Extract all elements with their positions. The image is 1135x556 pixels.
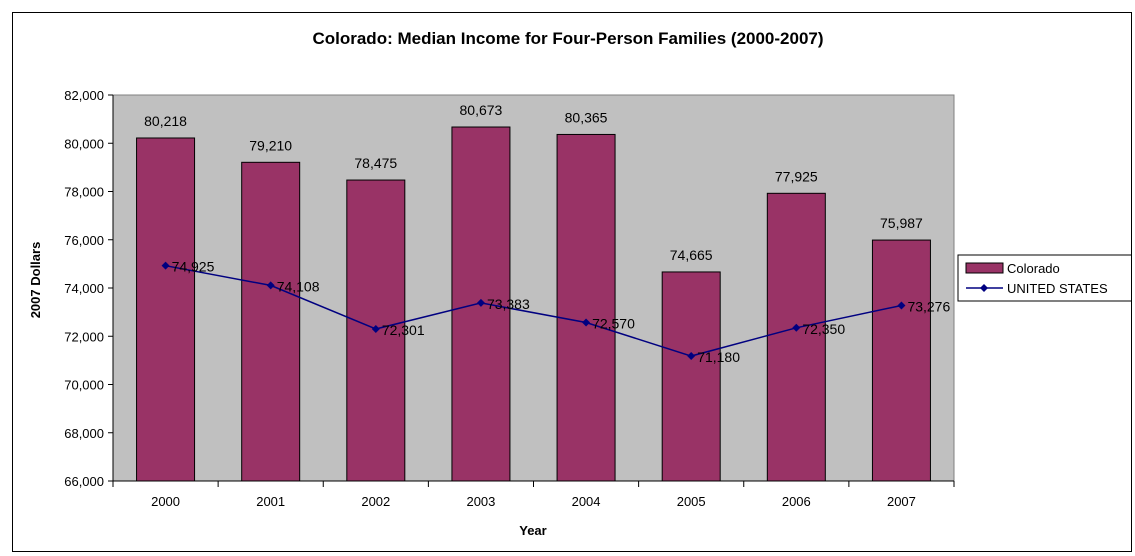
y-tick-label: 78,000 xyxy=(64,185,104,200)
line-data-label: 72,301 xyxy=(382,322,425,338)
line-data-label: 73,276 xyxy=(907,298,950,314)
plot-area xyxy=(112,94,955,482)
bar-data-label: 78,475 xyxy=(354,155,397,171)
legend-label-colorado: Colorado xyxy=(1007,261,1060,276)
bar-data-label: 80,218 xyxy=(144,113,187,129)
y-tick-label: 72,000 xyxy=(64,329,104,344)
x-tick-label: 2001 xyxy=(256,494,285,509)
line-data-label: 74,108 xyxy=(277,278,320,294)
line-data-label: 73,383 xyxy=(487,296,530,312)
line-data-label: 74,925 xyxy=(172,259,215,275)
y-tick-label: 80,000 xyxy=(64,136,104,151)
x-tick-label: 2004 xyxy=(572,494,601,509)
bar-data-label: 80,365 xyxy=(565,109,608,125)
x-axis-title: Year xyxy=(519,523,546,538)
x-tick-label: 2002 xyxy=(361,494,390,509)
bar-data-label: 74,665 xyxy=(670,247,713,263)
bar-colorado xyxy=(871,239,931,482)
chart-svg: Colorado: Median Income for Four-Person … xyxy=(28,29,1134,538)
line-marker xyxy=(792,323,801,332)
line-marker xyxy=(161,261,170,270)
bar-colorado xyxy=(766,192,826,482)
bar-colorado xyxy=(136,137,196,482)
line-marker xyxy=(371,324,380,333)
chart-frame: Colorado: Median Income for Four-Person … xyxy=(12,12,1134,552)
bar-colorado xyxy=(556,133,616,482)
x-tick-label: 2005 xyxy=(677,494,706,509)
bar-data-label: 80,673 xyxy=(460,102,503,118)
x-tick-label: 2000 xyxy=(151,494,180,509)
legend-label-united-states: UNITED STATES xyxy=(1007,281,1108,296)
line-data-label: 72,570 xyxy=(592,315,635,331)
x-tick-label: 2007 xyxy=(887,494,916,509)
line-marker xyxy=(582,318,591,327)
chart-title: Colorado: Median Income for Four-Person … xyxy=(312,29,823,48)
x-tick-label: 2003 xyxy=(466,494,495,509)
x-tick-label: 2006 xyxy=(782,494,811,509)
line-marker xyxy=(687,352,696,361)
bar-data-label: 79,210 xyxy=(249,137,292,153)
bar-colorado xyxy=(661,271,721,482)
line-united-states xyxy=(165,264,902,357)
bar-data-label: 75,987 xyxy=(880,215,923,231)
line-data-label: 72,350 xyxy=(802,321,845,337)
bar-data-label: 77,925 xyxy=(775,168,818,184)
line-marker xyxy=(476,298,485,307)
y-tick-label: 74,000 xyxy=(64,281,104,296)
y-tick-label: 68,000 xyxy=(64,426,104,441)
legend: Colorado UNITED STATES xyxy=(957,254,1134,302)
legend-marker-united-states xyxy=(980,284,988,292)
bar-colorado xyxy=(241,161,301,482)
y-tick-label: 70,000 xyxy=(64,378,104,393)
line-data-label: 71,180 xyxy=(697,349,740,365)
line-marker xyxy=(266,281,275,290)
legend-swatch-colorado xyxy=(965,262,1004,274)
y-tick-label: 66,000 xyxy=(64,474,104,489)
y-axis-title: 2007 Dollars xyxy=(28,242,43,319)
line-marker xyxy=(897,301,906,310)
y-tick-label: 82,000 xyxy=(64,88,104,103)
y-tick-label: 76,000 xyxy=(64,233,104,248)
